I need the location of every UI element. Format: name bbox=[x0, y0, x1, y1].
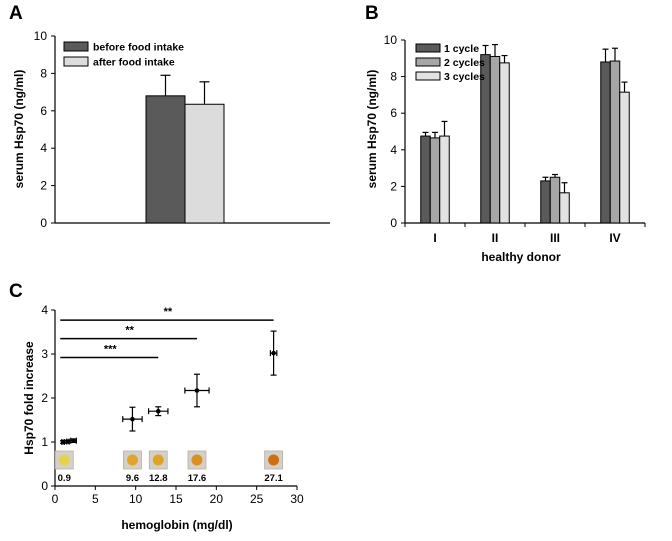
panel-b-x-axis-title: healthy donor bbox=[481, 250, 561, 264]
panel-c-sample-droplet bbox=[58, 454, 70, 466]
panel-c-sample-droplet bbox=[191, 454, 203, 466]
panel-a-legend-swatch bbox=[63, 41, 89, 52]
panel-letter-a: A bbox=[9, 3, 23, 24]
panel-c-sample-droplet bbox=[126, 454, 138, 466]
panel-letter-b: B bbox=[365, 3, 379, 24]
panel-a-y-tick-label: 2 bbox=[40, 179, 47, 193]
panel-a-legend: before food intake after food intake bbox=[63, 41, 184, 69]
panel-b-legend-label: 3 cycles bbox=[444, 71, 485, 83]
panel-c-y-tick-label: 0 bbox=[41, 479, 48, 493]
panel-b-legend-swatch bbox=[415, 57, 441, 67]
panel-c-data-point bbox=[194, 388, 200, 393]
panel-a-y-tick-label: 4 bbox=[40, 141, 47, 155]
panel-b-y-axis-title: serum Hsp70 (ng/ml) bbox=[365, 70, 379, 189]
panel-c-data-point bbox=[71, 438, 76, 443]
panel-c-y-tick-label: 1 bbox=[41, 435, 48, 449]
panel-c-x-tick-label: 5 bbox=[92, 492, 99, 506]
panel-a-bars bbox=[145, 74, 225, 224]
panel-b-y-tick-label: 8 bbox=[390, 70, 397, 84]
panel-c-x-tick-label: 25 bbox=[250, 492, 264, 506]
panel-c-data-point bbox=[155, 408, 161, 414]
panel-b-legend-swatch bbox=[415, 71, 441, 81]
panel-c-x-axis-title: hemoglobin (mg/dl) bbox=[121, 518, 232, 532]
panel-b-legend-label: 1 cycle bbox=[444, 43, 479, 55]
panel-c-data-point bbox=[60, 439, 66, 445]
panel-b-bars bbox=[420, 43, 630, 224]
panel-a-y-tick-label: 0 bbox=[40, 216, 47, 230]
panel-b-bar bbox=[499, 62, 510, 224]
panel-b-bar bbox=[439, 135, 450, 224]
panel-c-x-tick-label: 30 bbox=[290, 492, 304, 506]
panel-b-bar bbox=[420, 135, 431, 224]
panel-a-axes: 0 2 4 6 8 10 bbox=[34, 29, 330, 230]
panel-c-sample-droplet bbox=[152, 454, 164, 466]
panel-c-data-point bbox=[65, 439, 71, 444]
panel-a-legend-swatch bbox=[63, 56, 89, 67]
panel-b-y-tick-label: 6 bbox=[390, 106, 397, 120]
panel-b-bar bbox=[540, 180, 551, 224]
panel-a-legend-label: after food intake bbox=[93, 57, 175, 69]
panel-c-sample-label: 9.6 bbox=[126, 473, 139, 484]
panel-b-bar bbox=[489, 55, 501, 224]
panel-c-chart: Hsp70 fold increase hemoglobin (mg/dl) 0… bbox=[22, 303, 304, 532]
panel-c-x-tick-label: 20 bbox=[210, 492, 224, 506]
panel-c-sample-label: 17.6 bbox=[188, 473, 207, 484]
panel-c-y-tick-label: 2 bbox=[41, 391, 48, 405]
panel-c-x-tick-label: 0 bbox=[52, 492, 59, 506]
panel-a-bar bbox=[145, 95, 186, 224]
panel-a-legend-label: before food intake bbox=[93, 42, 184, 54]
panel-c-y-tick-label: 3 bbox=[41, 347, 48, 361]
panel-c-data-point bbox=[130, 416, 135, 422]
panel-b-y-tick-label: 2 bbox=[390, 179, 397, 193]
panel-c-data-point bbox=[271, 350, 276, 356]
panel-c-sample-label: 27.1 bbox=[264, 473, 283, 484]
panel-b-y-tick-label: 0 bbox=[390, 216, 397, 230]
panel-b-legend-label: 2 cycles bbox=[444, 57, 485, 69]
panel-letter-c: C bbox=[9, 281, 23, 302]
panel-b-category-label: II bbox=[492, 231, 499, 245]
panel-b-bar bbox=[609, 60, 621, 224]
panel-a-y-axis-title: serum Hsp70 (ng/ml) bbox=[12, 70, 26, 189]
panel-b-bar bbox=[619, 91, 630, 224]
panel-b-category-label: IV bbox=[609, 231, 620, 245]
panel-c-samples: 0.9 9.6 12.8 17.6 27.1 bbox=[54, 450, 284, 484]
panel-b-bar bbox=[600, 61, 611, 224]
panel-b-legend: 1 cycle 2 cycles 3 cycles bbox=[415, 43, 485, 83]
panel-c-significance: ******* bbox=[60, 306, 274, 359]
panel-c-x-tick-label: 10 bbox=[129, 492, 143, 506]
panel-c-significance-label: ** bbox=[125, 325, 134, 337]
panel-b-chart: serum Hsp70 (ng/ml) healthy donor 0 2 4 6 8 1… bbox=[365, 33, 646, 264]
panel-c-significance-label: *** bbox=[104, 344, 118, 356]
panel-a-bar bbox=[184, 103, 225, 224]
panel-b-legend-swatch bbox=[415, 43, 441, 53]
panel-c-sample-droplet bbox=[268, 454, 280, 466]
panel-a-chart: serum Hsp70 (ng/ml) 0 2 4 6 8 10 before food … bbox=[12, 29, 330, 230]
panel-c-points bbox=[60, 330, 278, 445]
panel-b-y-tick-label: 10 bbox=[384, 33, 398, 47]
panel-b-category-label: III bbox=[550, 231, 560, 245]
panel-c-significance-label: ** bbox=[164, 306, 173, 318]
panel-b-bar bbox=[549, 176, 561, 224]
panel-c-y-tick-label: 4 bbox=[41, 303, 48, 317]
panel-c-sample-label: 12.8 bbox=[149, 473, 168, 484]
panel-b-bar bbox=[559, 192, 570, 224]
panel-c-y-axis-title: Hsp70 fold increase bbox=[22, 341, 36, 455]
panel-c-sample-label: 0.9 bbox=[58, 473, 71, 484]
panel-a-y-tick-label: 8 bbox=[40, 66, 47, 80]
panel-b-category-label: I bbox=[433, 231, 436, 245]
panel-b-y-tick-label: 4 bbox=[390, 143, 397, 157]
panel-a-y-tick-label: 6 bbox=[40, 104, 47, 118]
panel-a-y-tick-label: 10 bbox=[34, 29, 48, 43]
panel-c-x-tick-label: 15 bbox=[169, 492, 183, 506]
panel-b-bar bbox=[429, 137, 441, 224]
